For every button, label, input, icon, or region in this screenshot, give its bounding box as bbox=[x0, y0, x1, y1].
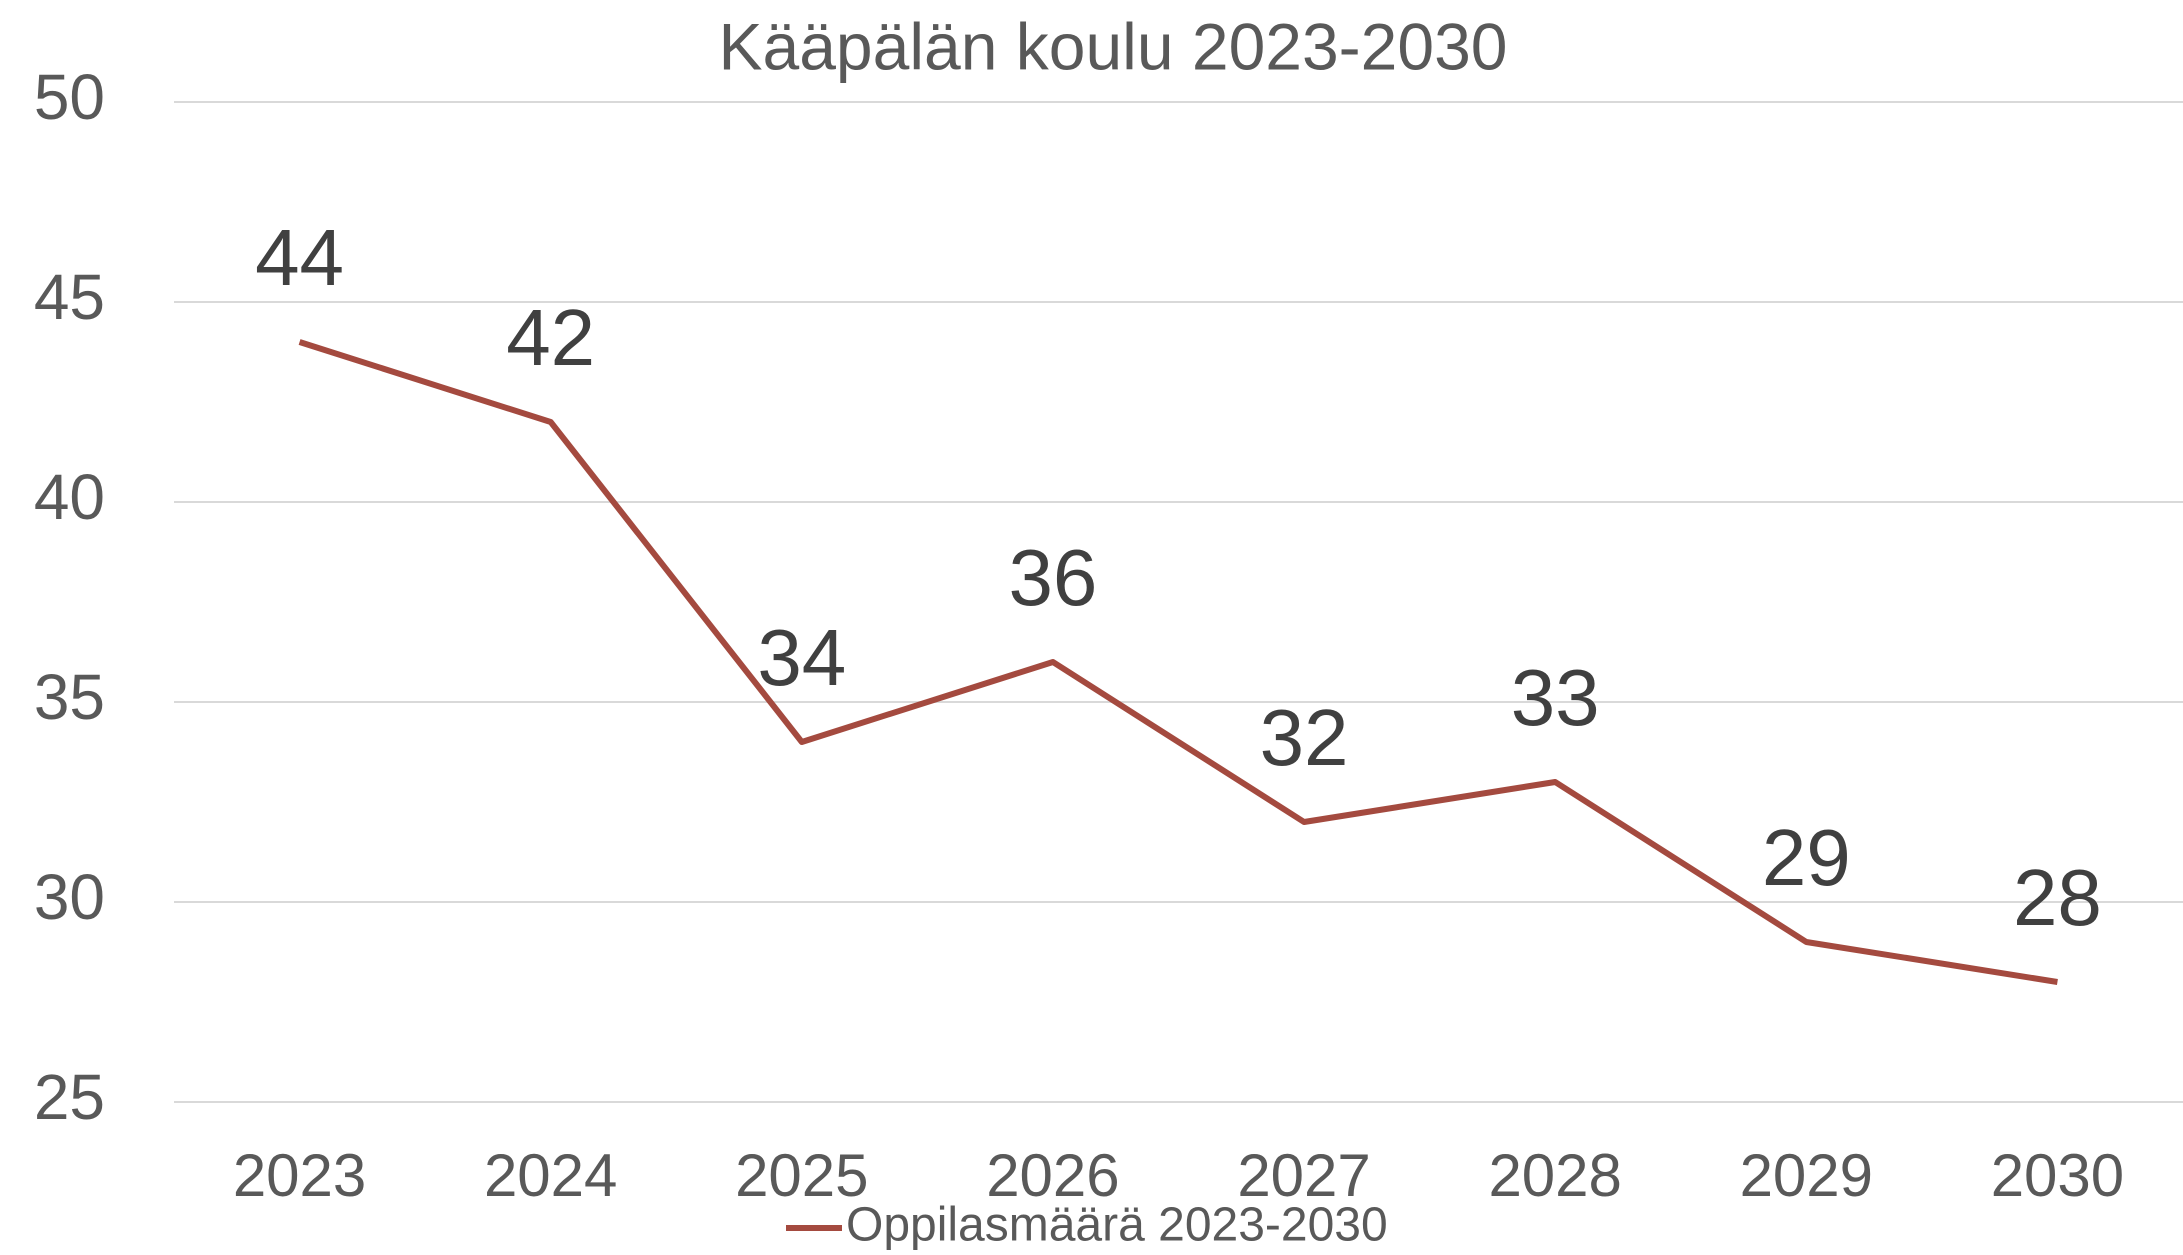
y-tick-label: 25 bbox=[34, 1061, 105, 1133]
data-label: 34 bbox=[757, 613, 846, 702]
chart-title: Kääpälän koulu 2023-2030 bbox=[718, 9, 1507, 83]
data-label: 44 bbox=[255, 213, 344, 302]
data-label: 33 bbox=[1511, 653, 1600, 742]
x-tick-label: 2030 bbox=[1991, 1142, 2124, 1209]
x-tick-label: 2023 bbox=[233, 1142, 366, 1209]
line-series bbox=[298, 339, 2058, 985]
x-tick-label: 2027 bbox=[1237, 1142, 1370, 1209]
y-tick-label: 30 bbox=[34, 861, 105, 933]
x-tick-label: 2025 bbox=[735, 1142, 868, 1209]
x-tick-label: 2028 bbox=[1488, 1142, 1621, 1209]
legend-label: Oppilasmäärä 2023-2030 bbox=[846, 1199, 1388, 1250]
data-label: 29 bbox=[1762, 813, 1851, 902]
x-tick-label: 2026 bbox=[986, 1142, 1119, 1209]
x-tick-label: 2024 bbox=[484, 1142, 617, 1209]
x-tick-label: 2029 bbox=[1740, 1142, 1873, 1209]
y-tick-label: 45 bbox=[34, 261, 105, 333]
data-label: 36 bbox=[1008, 533, 1097, 622]
data-label: 32 bbox=[1260, 693, 1349, 782]
data-label: 28 bbox=[2013, 853, 2102, 942]
data-label: 42 bbox=[506, 293, 595, 382]
y-tick-label: 50 bbox=[34, 61, 105, 133]
y-tick-label: 35 bbox=[34, 661, 105, 733]
y-tick-label: 40 bbox=[34, 461, 105, 533]
